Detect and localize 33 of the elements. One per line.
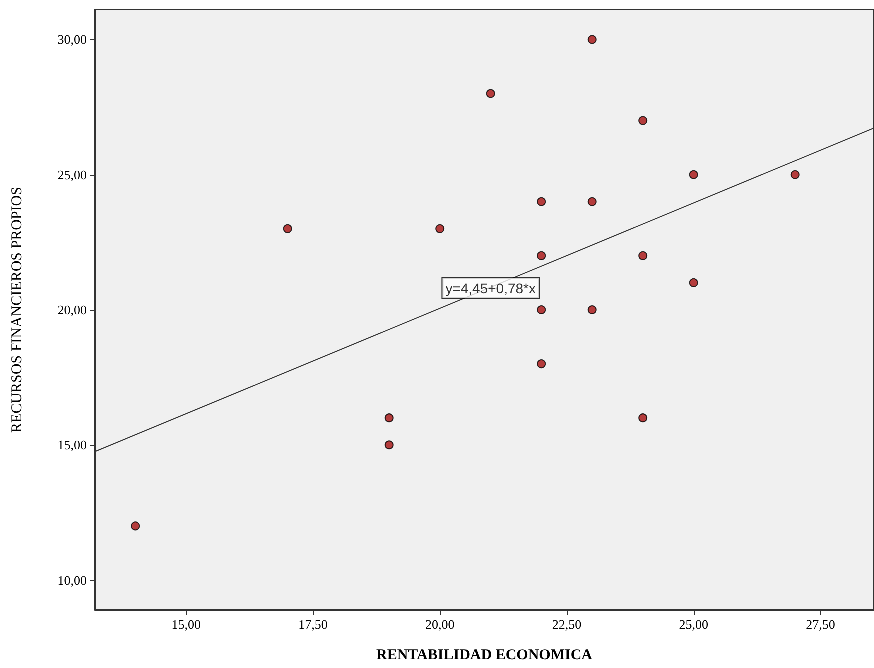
point <box>689 278 698 288</box>
point <box>436 224 445 234</box>
y-tick-label: 10,00 <box>58 572 87 588</box>
point <box>131 522 140 531</box>
point <box>638 414 648 423</box>
y-tick-label: 15,00 <box>58 438 87 453</box>
point <box>384 440 394 450</box>
x-axis-title: RENTABILIDAD ECONOMICA <box>376 648 593 664</box>
y-tick-label: 30,00 <box>58 32 87 48</box>
point <box>537 306 546 314</box>
y-tick-label: 20,00 <box>58 302 87 318</box>
point <box>537 197 546 206</box>
point <box>537 251 546 260</box>
x-tick-label: 20,00 <box>425 617 455 632</box>
point <box>689 170 698 180</box>
point <box>384 414 394 423</box>
x-tick-label: 25,00 <box>679 617 708 632</box>
point <box>486 89 496 98</box>
point <box>588 35 597 44</box>
point <box>790 170 800 180</box>
x-tick-label: 15,00 <box>172 617 201 632</box>
y-tick-label: 25,00 <box>58 167 87 182</box>
point <box>283 224 292 234</box>
point <box>537 360 546 369</box>
point <box>588 306 597 314</box>
point <box>638 251 648 260</box>
x-tick-label: 22,50 <box>552 617 582 632</box>
y-axis-title: RECURSOS FINANCIEROS PROPIOS <box>10 187 26 433</box>
x-tick-label: 17,50 <box>298 617 328 632</box>
annotation: y=4,45+0,78*x <box>446 280 536 296</box>
point <box>588 197 597 206</box>
point <box>638 116 648 126</box>
x-tick-label: 27,50 <box>806 617 836 632</box>
